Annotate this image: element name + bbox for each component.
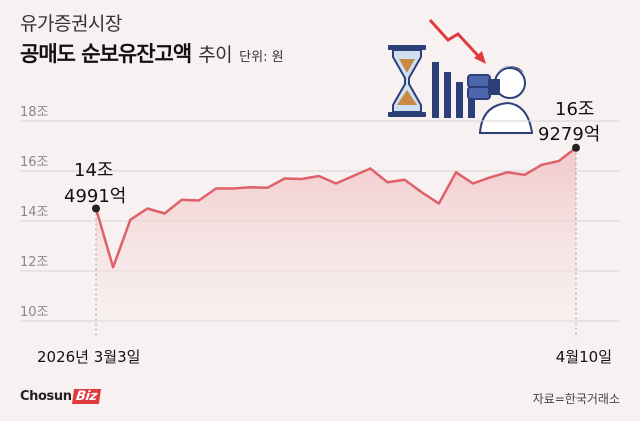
area-fill — [96, 147, 576, 321]
end-point — [572, 143, 580, 152]
chart-title-row: 공매도 순보유잔고액 추이 단위: 원 — [20, 38, 284, 68]
series-line — [94, 146, 577, 269]
end-annotation-line2: 9279억 — [538, 124, 600, 145]
series-points — [92, 143, 580, 213]
y-tick-label: 14조 — [20, 205, 49, 220]
y-tick-labels: 10조 12조 14조 16조 18조 — [20, 105, 49, 320]
brand-logo-main: Chosun — [20, 389, 72, 404]
unit-label: 단위: 원 — [239, 50, 284, 65]
x-tick-label-end: 4월10일 — [556, 348, 612, 366]
guide-lines — [95, 147, 577, 338]
chart-title-suffix: 추이 — [198, 44, 233, 66]
hourglass-icon — [388, 45, 426, 117]
illustration — [388, 18, 534, 134]
y-tick-label: 16조 — [20, 155, 49, 170]
y-tick-label: 12조 — [20, 255, 49, 270]
chart-title: 공매도 순보유잔고액 — [20, 42, 192, 66]
source-note: 자료=한국거래소 — [532, 392, 620, 406]
start-point — [92, 204, 100, 213]
bar-chart-down-icon — [428, 18, 486, 118]
end-annotation-line1: 16조 — [555, 99, 594, 120]
brand-logo: Chosun Biz — [20, 389, 101, 404]
start-annotation-line1: 14조 — [74, 160, 113, 181]
x-tick-label-start: 2026년 3월3일 — [37, 348, 140, 366]
start-annotation-line2: 4991억 — [64, 186, 126, 207]
y-tick-label: 18조 — [20, 105, 49, 120]
brand-logo-tag: Biz — [71, 389, 101, 404]
y-tick-label: 10조 — [20, 305, 49, 320]
chart-subtitle: 유가증권시장 — [20, 13, 122, 35]
binoculars-person-icon — [467, 66, 534, 134]
x-tick-labels: 2026년 3월3일 4월10일 — [37, 348, 612, 366]
